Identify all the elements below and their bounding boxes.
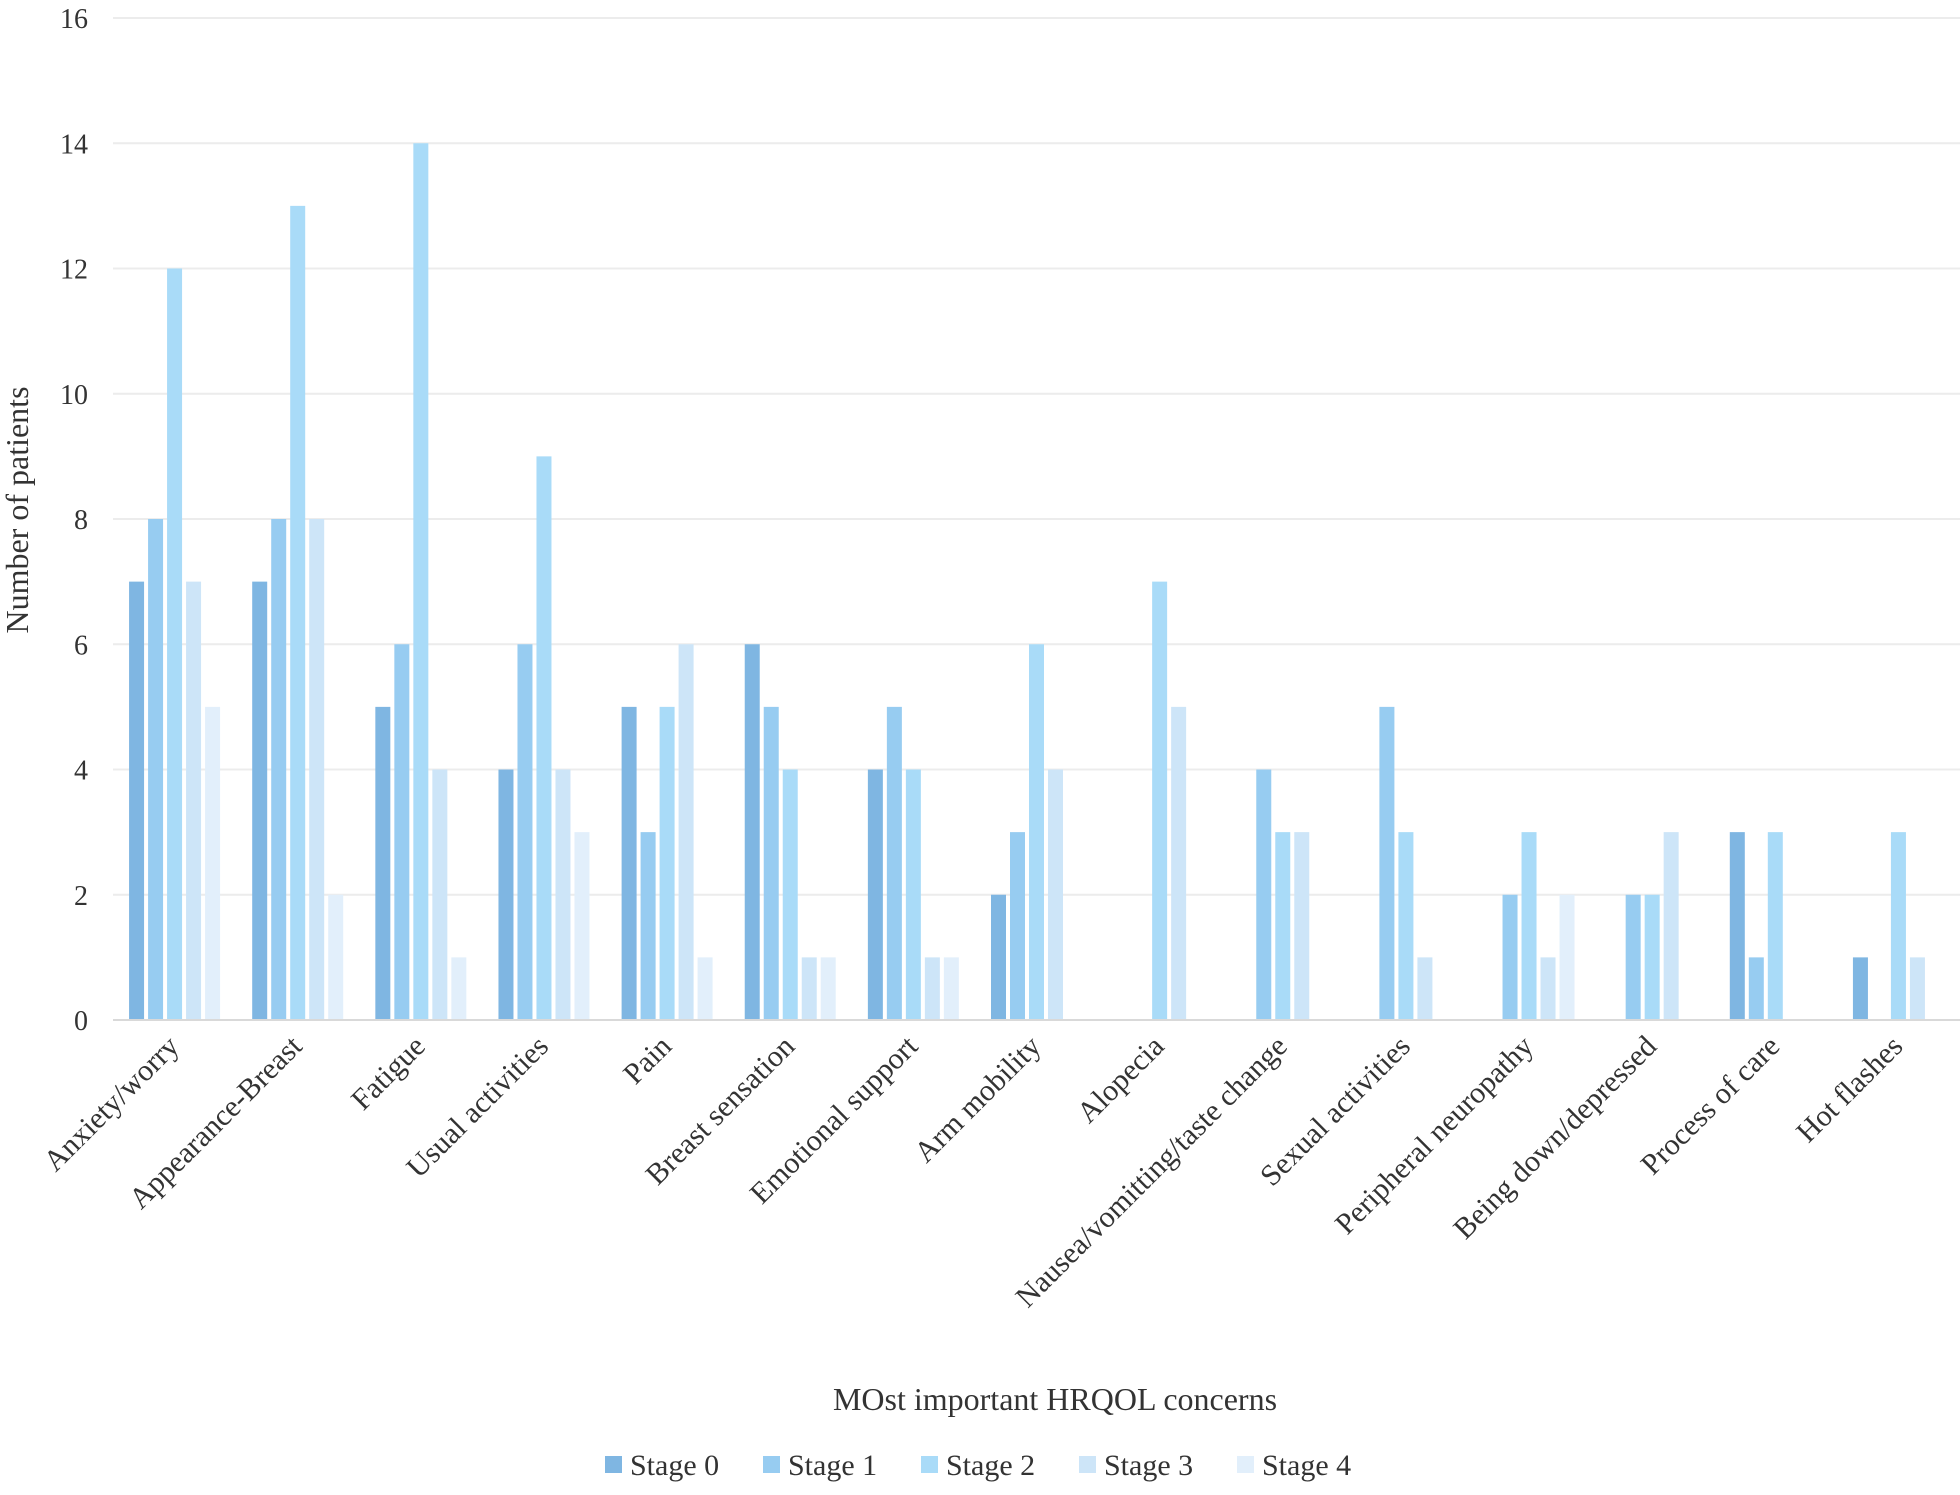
x-category-label: Peripheral neuropathy — [1329, 1030, 1540, 1241]
legend-label: Stage 4 — [1262, 1449, 1351, 1482]
bar — [1417, 957, 1433, 1020]
legend-swatch — [763, 1456, 780, 1473]
x-category-label: Alopecia — [1071, 1030, 1171, 1130]
legend-label: Stage 1 — [788, 1449, 877, 1482]
bar — [744, 644, 760, 1020]
bar — [782, 769, 798, 1020]
bar — [517, 644, 533, 1020]
legend-swatch — [921, 1456, 938, 1473]
legend-label: Stage 3 — [1104, 1449, 1193, 1482]
x-category-label: Nausea/vomitting/taste change — [1009, 1030, 1293, 1314]
bar — [943, 957, 959, 1020]
bar — [1644, 894, 1660, 1020]
bar — [1379, 706, 1395, 1020]
legend-swatch — [1079, 1456, 1096, 1473]
bar — [763, 706, 779, 1020]
bar — [867, 769, 883, 1020]
bar — [1256, 769, 1272, 1020]
legend-swatch — [605, 1456, 622, 1473]
bar — [1890, 832, 1906, 1020]
x-axis-title: MOst important HRQOL concerns — [833, 1381, 1277, 1417]
y-tick-label: 4 — [74, 756, 88, 787]
legend-label: Stage 0 — [630, 1449, 719, 1482]
y-tick-label: 16 — [60, 4, 88, 35]
bar — [1010, 832, 1025, 1020]
bar — [621, 706, 637, 1020]
bar — [801, 957, 817, 1020]
bar — [1152, 581, 1168, 1020]
bar — [697, 957, 713, 1020]
legend: Stage 0 Stage 1 Stage 2 Stage 3 Stage 4 — [605, 1449, 1351, 1482]
x-category-label: Hot flashes — [1790, 1030, 1909, 1149]
bar — [924, 957, 940, 1020]
bar — [205, 706, 221, 1020]
bar — [1748, 957, 1764, 1020]
bar — [1767, 832, 1783, 1020]
bar — [129, 581, 145, 1020]
bar — [820, 957, 836, 1020]
bar — [290, 205, 306, 1020]
bar — [413, 143, 429, 1020]
bar — [375, 706, 391, 1020]
bar — [328, 894, 344, 1020]
bar — [271, 519, 287, 1020]
bar — [148, 519, 164, 1020]
bar — [1663, 832, 1679, 1020]
bar — [991, 894, 1006, 1020]
y-tick-label: 8 — [74, 505, 88, 536]
bar — [1502, 894, 1518, 1020]
bar — [1559, 894, 1575, 1020]
bar — [498, 769, 514, 1020]
x-category-label: Arm mobility — [908, 1030, 1047, 1169]
bar — [886, 706, 902, 1020]
x-category-label: Fatigue — [345, 1030, 432, 1117]
legend-label: Stage 2 — [946, 1449, 1035, 1482]
bar — [252, 581, 268, 1020]
bars — [129, 143, 1925, 1020]
bar — [1294, 832, 1310, 1020]
bar — [186, 581, 202, 1020]
bar — [1398, 832, 1414, 1020]
bar — [659, 706, 675, 1020]
bar — [394, 644, 410, 1020]
bar — [1852, 957, 1868, 1020]
bar — [555, 769, 571, 1020]
bar — [1029, 644, 1044, 1020]
bar — [574, 832, 590, 1020]
y-tick-label: 2 — [74, 881, 88, 912]
y-tick-label: 10 — [60, 380, 88, 411]
bar — [167, 268, 183, 1020]
y-axis-title: Number of patients — [0, 386, 35, 633]
y-tick-label: 0 — [74, 1006, 88, 1037]
bar — [1729, 832, 1745, 1020]
x-category-label: Pain — [617, 1030, 678, 1091]
x-category-label: Being down/depressed — [1447, 1030, 1663, 1246]
bar — [451, 957, 467, 1020]
bar — [309, 519, 325, 1020]
bar — [678, 644, 694, 1020]
bar — [1540, 957, 1556, 1020]
bar — [1909, 957, 1925, 1020]
bar — [1048, 769, 1063, 1020]
bar — [1625, 894, 1641, 1020]
y-axis-ticks: 0 2 4 6 8 10 12 14 16 — [60, 4, 88, 1037]
y-tick-label: 14 — [60, 129, 88, 160]
bar — [1171, 706, 1187, 1020]
bar — [1521, 832, 1537, 1020]
legend-swatch — [1237, 1456, 1254, 1473]
bar — [640, 832, 656, 1020]
y-tick-label: 6 — [74, 630, 88, 661]
bar — [905, 769, 921, 1020]
bar — [1275, 832, 1291, 1020]
bar — [432, 769, 448, 1020]
y-tick-label: 12 — [60, 255, 88, 286]
bar — [536, 456, 552, 1020]
